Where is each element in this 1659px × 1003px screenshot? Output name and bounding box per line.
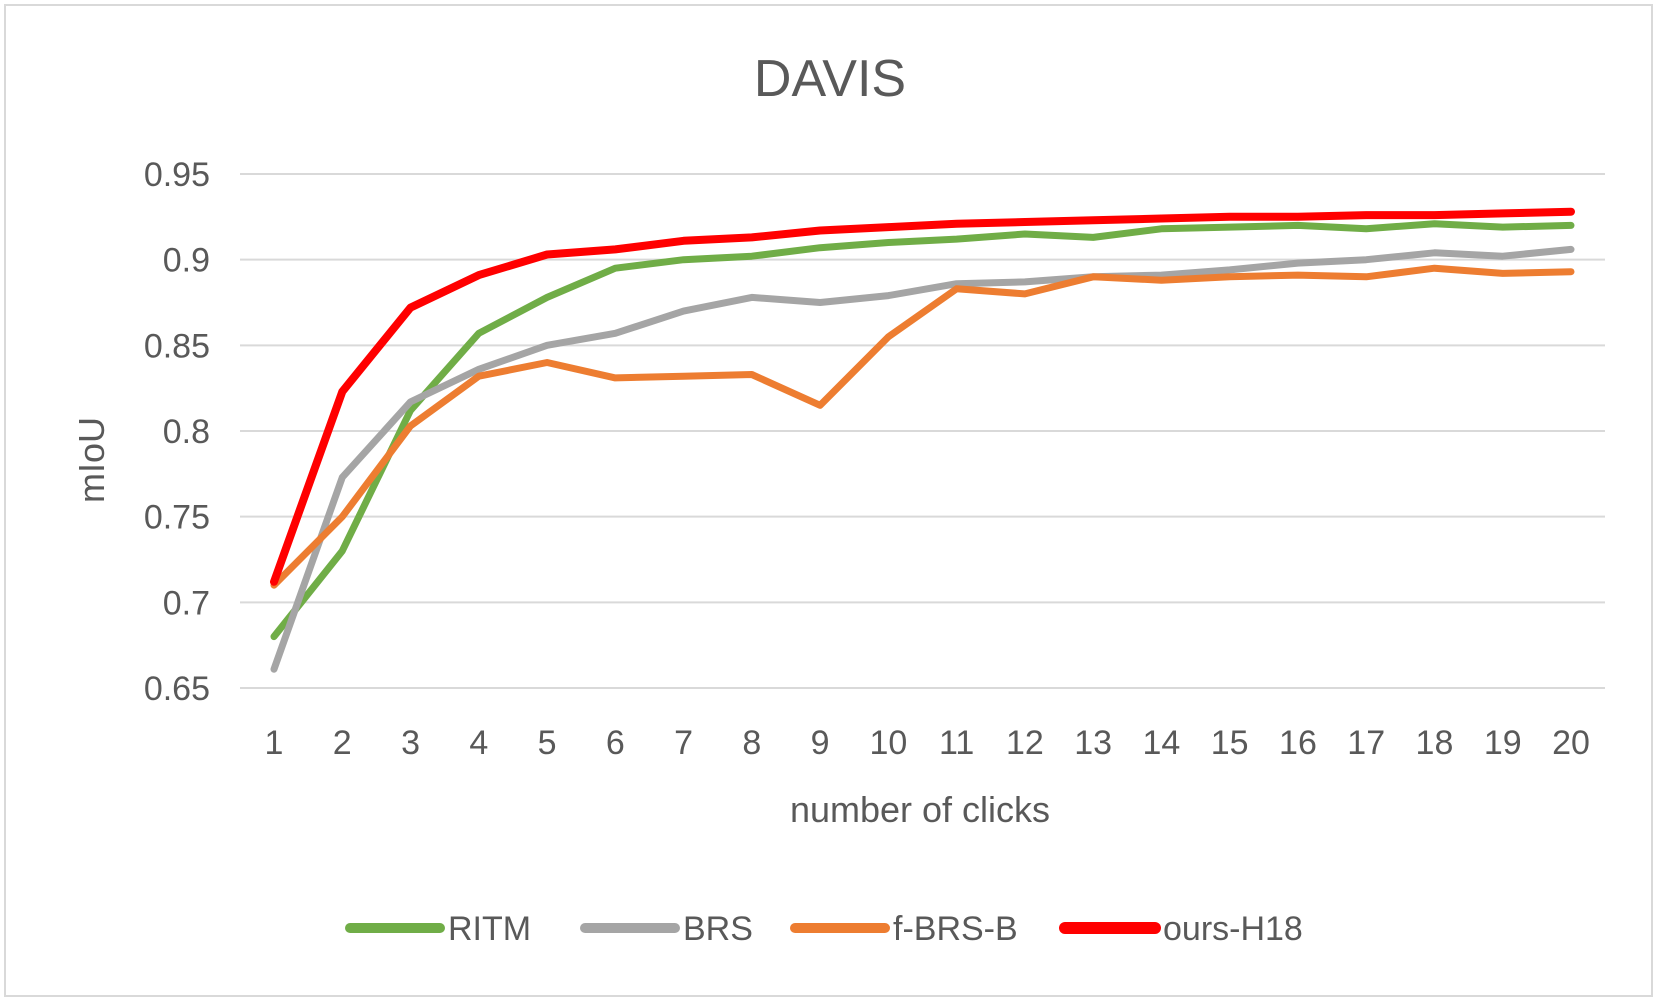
x-tick-label: 17 — [1347, 724, 1385, 762]
legend-label-ours-h18: ours-H18 — [1163, 910, 1303, 948]
x-tick-label: 3 — [401, 724, 420, 762]
gridlines — [240, 173, 1605, 689]
y-tick-label: 0.75 — [144, 499, 210, 537]
x-tick-label: 18 — [1416, 724, 1454, 762]
chart-frame — [4, 4, 1653, 997]
legend-label-f-brs-b: f-BRS-B — [893, 910, 1018, 948]
x-tick-label: 7 — [674, 724, 693, 762]
x-tick-label: 1 — [265, 724, 284, 762]
x-tick-label: 12 — [1006, 724, 1044, 762]
x-axis-ticks: 1 2 3 4 5 6 7 8 9 10 11 12 13 14 15 16 17 18 19 20 — [265, 724, 1590, 762]
series-line-ritm — [270, 220, 1575, 641]
legend-label-ritm: RITM — [448, 910, 531, 948]
x-tick-label: 14 — [1143, 724, 1181, 762]
chart-title: DAVIS — [754, 50, 906, 108]
y-tick-label: 0.95 — [144, 156, 210, 194]
y-tick-label: 0.85 — [144, 327, 210, 365]
x-tick-label: 9 — [811, 724, 830, 762]
x-tick-label: 2 — [333, 724, 352, 762]
series-line-f-brs-b — [270, 264, 1575, 589]
legend-label-brs: BRS — [683, 910, 753, 948]
x-tick-label: 13 — [1074, 724, 1112, 762]
x-tick-label: 20 — [1552, 724, 1590, 762]
x-tick-label: 10 — [869, 724, 907, 762]
x-tick-label: 6 — [606, 724, 625, 762]
y-tick-label: 0.65 — [144, 670, 210, 708]
series-line-brs — [270, 245, 1575, 673]
x-tick-label: 5 — [538, 724, 557, 762]
series-lines — [270, 207, 1575, 673]
y-tick-label: 0.7 — [163, 584, 210, 622]
y-axis-ticks: 0.65 0.7 0.75 0.8 0.85 0.9 0.95 — [144, 156, 210, 708]
x-tick-label: 19 — [1484, 724, 1522, 762]
x-tick-label: 4 — [469, 724, 488, 762]
x-axis-label: number of clicks — [790, 789, 1050, 830]
y-tick-label: 0.8 — [163, 413, 210, 451]
x-tick-label: 15 — [1211, 724, 1249, 762]
legend: RITM BRS f-BRS-B ours-H18 — [345, 910, 1303, 948]
series-line-ours-h18 — [270, 207, 1575, 586]
x-tick-label: 16 — [1279, 724, 1317, 762]
x-tick-label: 8 — [742, 724, 761, 762]
x-tick-label: 11 — [939, 724, 974, 762]
y-tick-label: 0.9 — [163, 242, 210, 280]
y-axis-label: mIoU — [71, 417, 112, 503]
